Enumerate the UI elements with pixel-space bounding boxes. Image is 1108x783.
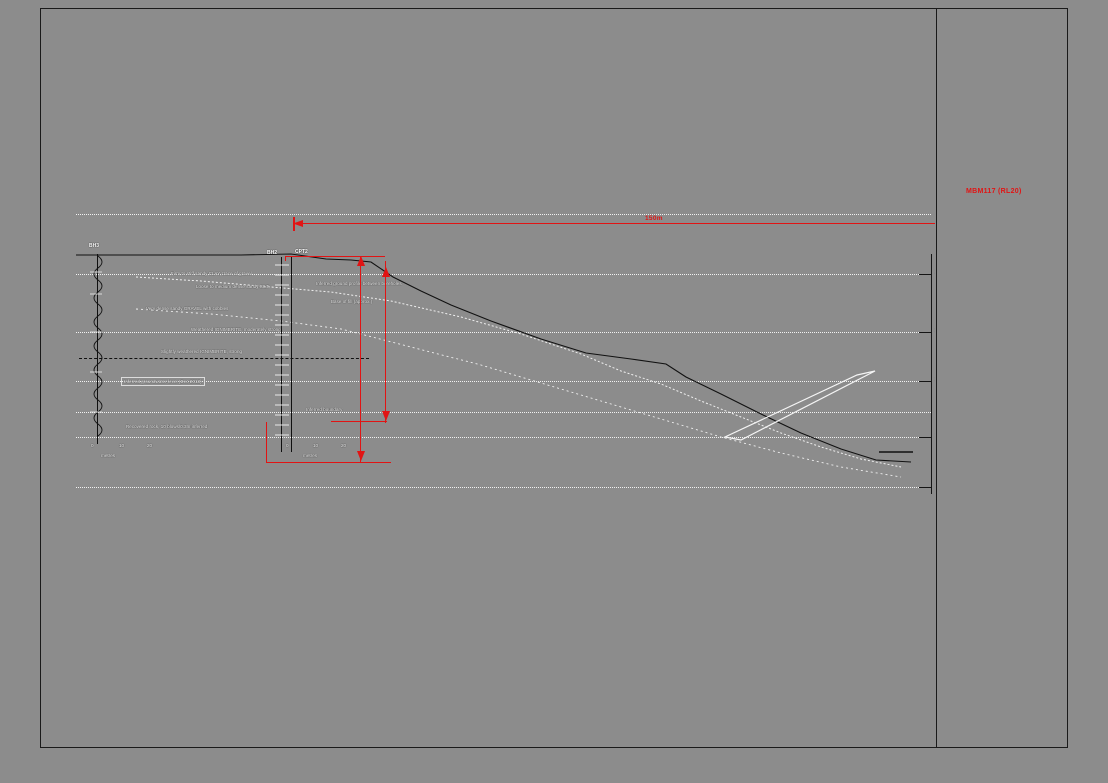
cpt2-label: CPT2: [295, 249, 308, 255]
axis-tick: [919, 487, 931, 488]
rock-annotation: Recovered rock, 10 blows/0.3m inferred: [126, 424, 208, 429]
soil-annotation: Firm to stiff sandy CLAY, trace of grave…: [171, 271, 252, 276]
boundary-annotation: Inferred boundary: [306, 407, 343, 412]
red-top-tie: [285, 256, 385, 258]
axis-tick: [919, 332, 931, 333]
red-vertical-dim-1: [385, 261, 387, 423]
fill-annotation: Base of fill (approx.): [331, 299, 373, 304]
scale-bar-tick: 0: [91, 443, 94, 448]
soil-annotation: Weathered IGNIMBRITE, moderately strong: [191, 327, 281, 332]
cross-section-drawing: 30 25 20 15 10 Reduced Level (RL metres)…: [41, 9, 935, 747]
red-dimension-label: 150m: [645, 215, 663, 222]
red-bottom-tie: [331, 421, 387, 423]
level-line-17: [76, 437, 931, 438]
groundwater-line: [79, 358, 369, 359]
level-line-20: [76, 412, 931, 413]
borehole-bh2-trace: [281, 257, 282, 452]
borehole-bh3-label: BH3: [89, 243, 100, 249]
red-dimension-line: [293, 223, 935, 225]
bh3-log-symbols: [90, 255, 103, 437]
rl-axis: [931, 254, 932, 494]
sheet-border: [40, 8, 1068, 748]
red-vertical-dim-2: [360, 257, 362, 463]
axis-tick: [919, 274, 931, 275]
soil-annotation: Slightly weathered IGNIMBRITE, strong: [161, 349, 243, 354]
scale-bar-tick: 10: [313, 443, 319, 448]
scale-bar-tick: 0: [286, 443, 289, 448]
axis-tick: [919, 437, 931, 438]
scale-bar-tick: 20: [147, 443, 153, 448]
red-base-tie: [266, 462, 391, 464]
red-left-edge: [266, 422, 268, 463]
red-corner-tick: [285, 256, 287, 261]
borehole-bh3-trace: [97, 254, 98, 444]
soil-annotation: Very dense sandy GRAVEL with cobbles: [146, 306, 229, 311]
title-block: LEGEND AND/OR NOTES No. REVISION BY DATE: [936, 8, 1068, 748]
groundwater-annotation: Inferred groundwater level (Dec 2013): [121, 377, 205, 386]
level-line-22: [76, 381, 931, 382]
profile-annotation: Inferred ground profile between borehole…: [316, 281, 402, 286]
scale-bar-unit: metres: [303, 453, 318, 458]
benchmark-label: MBM117 (RL20): [966, 188, 1022, 195]
cpt2-trace: [291, 257, 292, 452]
level-line-30: [76, 214, 931, 215]
soil-annotation: Loose to medium dense sandy SILT: [196, 284, 270, 289]
scale-bar-unit: metres: [101, 453, 116, 458]
borehole-bh2-label: BH2: [267, 250, 278, 256]
level-line-27: [76, 274, 931, 275]
scale-bar-tick: 10: [119, 443, 125, 448]
axis-tick: [919, 381, 931, 382]
red-dimension-tick-left: [293, 217, 295, 231]
bh2-log-symbols: [275, 264, 289, 436]
level-line-25: [76, 332, 931, 333]
level-line-15: [76, 487, 931, 488]
scale-bar-tick: 20: [341, 443, 347, 448]
